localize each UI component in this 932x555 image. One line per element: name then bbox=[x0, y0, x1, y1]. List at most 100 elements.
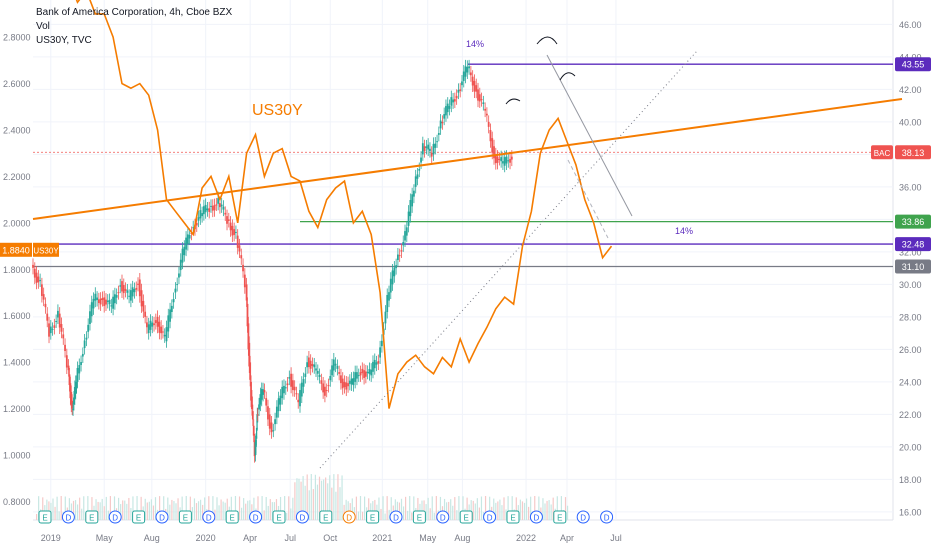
bac-candle bbox=[354, 372, 357, 382]
earnings-marker[interactable] bbox=[459, 510, 473, 524]
bac-candle bbox=[398, 255, 401, 257]
earnings-marker[interactable] bbox=[319, 510, 333, 524]
volume-bar bbox=[495, 502, 497, 520]
dotted-trend-line[interactable] bbox=[319, 50, 698, 469]
dividend-marker-label: D bbox=[66, 514, 72, 523]
dividend-marker[interactable] bbox=[576, 510, 590, 524]
earnings-marker[interactable] bbox=[272, 510, 286, 524]
earnings-marker[interactable] bbox=[412, 510, 426, 524]
earnings-marker[interactable] bbox=[366, 510, 380, 524]
volume-bar bbox=[357, 511, 360, 520]
bac-candle bbox=[181, 248, 184, 263]
bac-candle bbox=[68, 374, 71, 386]
bac-candle bbox=[434, 143, 437, 148]
bac-candle bbox=[388, 292, 390, 301]
legend-volume-line[interactable]: Vol bbox=[36, 21, 50, 32]
legend-symbol-line[interactable]: Bank of America Corporation, 4h, Cboe BZ… bbox=[36, 7, 233, 18]
bac-candle bbox=[174, 288, 177, 293]
bac-candle bbox=[115, 294, 118, 298]
earnings-marker-label: E bbox=[136, 514, 141, 523]
earnings-marker[interactable] bbox=[85, 510, 99, 524]
bac-candle bbox=[92, 298, 95, 309]
volume-bar bbox=[343, 504, 345, 520]
bac-candle bbox=[502, 161, 504, 164]
dividend-marker[interactable] bbox=[295, 510, 309, 524]
bac-candle bbox=[144, 311, 147, 317]
dividend-marker[interactable] bbox=[61, 510, 75, 524]
bac-candle bbox=[75, 381, 78, 388]
bac-candle bbox=[101, 298, 104, 301]
volume-bar bbox=[560, 496, 562, 520]
volume-bar bbox=[345, 499, 347, 520]
bac-candle bbox=[404, 231, 406, 241]
legend-overlay-line[interactable]: US30Y, TVC bbox=[36, 35, 92, 46]
dividend-marker[interactable] bbox=[202, 510, 216, 524]
us30y-line[interactable] bbox=[33, 0, 613, 409]
dividend-marker[interactable] bbox=[529, 510, 543, 524]
volume-bar bbox=[325, 477, 327, 520]
volume-bar bbox=[472, 500, 474, 520]
level-badge-label: 32.48 bbox=[902, 240, 925, 250]
bac-candle bbox=[372, 361, 374, 372]
bac-candle bbox=[313, 364, 316, 368]
dividend-marker-label: D bbox=[206, 514, 212, 523]
volume-bar bbox=[52, 498, 54, 520]
volume-bar bbox=[476, 498, 478, 520]
bac-candle bbox=[311, 364, 314, 367]
earnings-marker[interactable] bbox=[132, 510, 146, 524]
earnings-marker[interactable] bbox=[225, 510, 239, 524]
bac-candle bbox=[343, 381, 346, 388]
volume-bar bbox=[413, 496, 415, 520]
bac-candle bbox=[359, 372, 362, 376]
bac-candle bbox=[469, 72, 472, 76]
volume-bar bbox=[405, 496, 407, 520]
orange-trend-line[interactable] bbox=[32, 98, 903, 220]
volume-bar bbox=[454, 497, 456, 520]
volume-bar bbox=[519, 499, 521, 520]
dividend-marker[interactable] bbox=[389, 510, 403, 524]
projection-dashed-line[interactable] bbox=[567, 159, 609, 239]
bac-candle bbox=[89, 311, 91, 325]
bac-candle bbox=[284, 387, 287, 389]
volume-bar bbox=[56, 496, 58, 520]
plot-area[interactable] bbox=[33, 0, 893, 520]
bac-candle bbox=[391, 270, 394, 285]
bac-candle bbox=[78, 365, 81, 374]
volume-bar bbox=[320, 480, 323, 520]
bac-candle bbox=[227, 219, 230, 221]
dividend-marker[interactable] bbox=[483, 510, 497, 524]
bac-candle bbox=[509, 158, 511, 163]
volume-bar bbox=[450, 499, 452, 520]
bac-candle bbox=[57, 310, 59, 318]
level-badge-label: 33.86 bbox=[902, 217, 925, 227]
volume-bar bbox=[400, 498, 403, 520]
volume-bar bbox=[267, 505, 269, 520]
bac-candle bbox=[407, 211, 410, 226]
bac-candle bbox=[475, 85, 478, 92]
bac-candle bbox=[441, 121, 444, 124]
bac-candle bbox=[286, 383, 289, 386]
earnings-marker[interactable] bbox=[178, 510, 192, 524]
dividend-marker[interactable] bbox=[342, 510, 356, 524]
earnings-marker[interactable] bbox=[38, 510, 52, 524]
bac-candle bbox=[480, 99, 483, 101]
bac-candle bbox=[53, 325, 56, 328]
earnings-marker[interactable] bbox=[506, 510, 520, 524]
dividend-marker[interactable] bbox=[108, 510, 122, 524]
volume-bar bbox=[177, 498, 179, 520]
volume-bar bbox=[167, 497, 169, 520]
volume-bar bbox=[525, 498, 528, 520]
earnings-marker-label: E bbox=[510, 514, 515, 523]
bac-candle bbox=[215, 204, 218, 206]
dividend-marker[interactable] bbox=[600, 510, 614, 524]
dividend-marker[interactable] bbox=[249, 510, 263, 524]
dividend-marker[interactable] bbox=[155, 510, 169, 524]
earnings-marker[interactable] bbox=[553, 510, 567, 524]
earnings-marker-label: E bbox=[42, 514, 47, 523]
bac-candle bbox=[348, 380, 351, 384]
projection-line[interactable] bbox=[546, 54, 633, 217]
bac-candle bbox=[279, 395, 282, 405]
dividend-marker[interactable] bbox=[436, 510, 450, 524]
